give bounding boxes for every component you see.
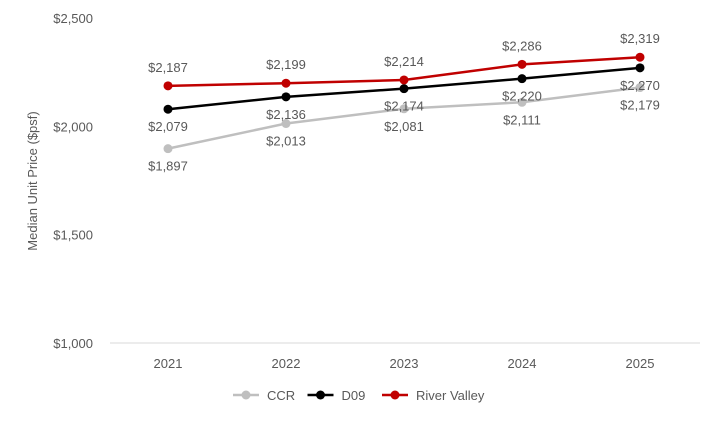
series-ccr: $1,897 $2,013 $2,081 $2,111 $2,179	[148, 83, 660, 174]
x-tick-label: 2021	[154, 356, 183, 371]
series-river-valley: $2,187 $2,199 $2,214 $2,286 $2,319	[148, 31, 660, 91]
data-point	[517, 74, 527, 84]
series-d09: $2,079 $2,136 $2,174 $2,220 $2,270	[148, 63, 660, 134]
data-point	[399, 75, 409, 85]
data-label: $2,286	[502, 38, 542, 53]
data-label: $2,319	[620, 31, 660, 46]
data-label: $2,013	[266, 134, 306, 149]
x-tick-label: 2023	[390, 356, 419, 371]
data-point	[517, 59, 527, 69]
data-point	[163, 144, 173, 154]
y-tick-label: $1,500	[53, 228, 93, 243]
data-point	[399, 104, 409, 114]
data-point	[399, 84, 409, 94]
data-label: $2,199	[266, 57, 306, 72]
data-point	[517, 97, 527, 107]
x-tick-label: 2024	[508, 356, 537, 371]
data-point	[635, 83, 645, 93]
data-point	[281, 78, 291, 88]
legend-label: River Valley	[416, 388, 485, 403]
legend-item: River Valley	[382, 388, 485, 403]
y-tick-label: $2,500	[53, 11, 93, 26]
legend-label: D09	[342, 388, 366, 403]
y-tick-label: $2,000	[53, 119, 93, 134]
data-point	[163, 104, 173, 114]
data-point	[163, 81, 173, 91]
legend-marker	[316, 390, 325, 400]
data-label: $2,079	[148, 119, 188, 134]
data-label: $2,214	[384, 54, 424, 69]
data-point	[281, 92, 291, 102]
legend-item: D09	[307, 388, 366, 403]
legend-item: CCR	[233, 388, 295, 403]
legend-marker	[241, 390, 251, 400]
data-label: $2,081	[384, 119, 424, 134]
data-point	[635, 52, 645, 62]
data-label: $2,174	[384, 99, 424, 114]
x-tick-label: 2022	[272, 356, 301, 371]
data-label: $2,270	[620, 78, 660, 93]
data-label: $2,111	[503, 112, 541, 127]
data-point	[281, 119, 291, 129]
y-tick-label: $1,000	[53, 336, 93, 351]
data-label: $2,220	[502, 89, 542, 104]
legend-marker	[390, 390, 400, 400]
data-label: $2,187	[148, 60, 188, 75]
legend-label: CCR	[267, 388, 295, 403]
data-label: $2,136	[266, 107, 306, 122]
data-point	[635, 63, 645, 73]
x-tick-label: 2025	[626, 356, 655, 371]
y-axis-title: Median Unit Price ($psf)	[25, 111, 40, 250]
data-label: $2,179	[620, 98, 660, 113]
data-label: $1,897	[148, 159, 188, 174]
